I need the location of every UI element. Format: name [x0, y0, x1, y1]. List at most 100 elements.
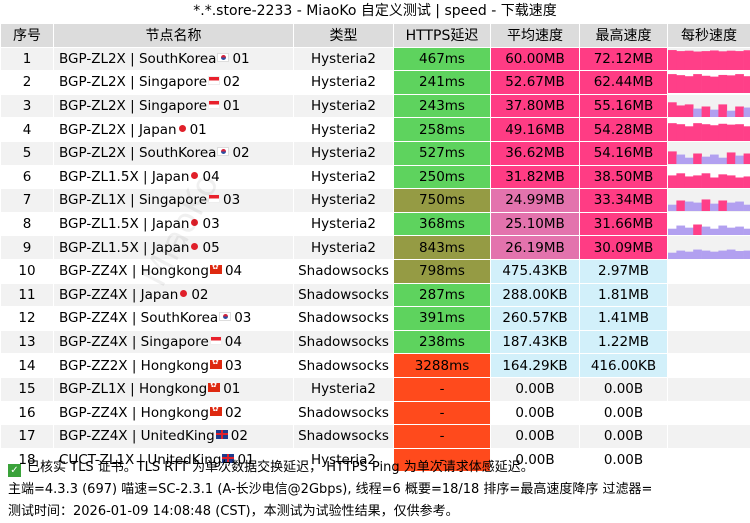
node-name: BGP-ZZ4X | UnitedKing 02	[53, 424, 294, 449]
node-name-text: BGP-ZZ2X | Hongkong	[59, 357, 209, 374]
node-name: BGP-ZL2X | SouthKorea 02	[53, 140, 294, 166]
sparkline-bar	[668, 228, 677, 235]
table-row: 12 BGP-ZZ4X | SouthKorea 03 Shadowsocks 391m…	[0, 306, 750, 331]
row-index: 16	[0, 400, 54, 426]
footer-line-1: 已核实 TLS 证书。TLS RTT 为单次数据交换延迟， HTTPS Ping…	[27, 460, 534, 475]
per-second-speed	[667, 258, 750, 284]
table-body: 1 BGP-ZL2X | SouthKorea 01 Hysteria2 467ms 60…	[0, 46, 750, 473]
flag-sg-icon	[208, 194, 221, 204]
https-latency: 798ms	[393, 258, 491, 284]
sparkline-bar	[735, 177, 744, 188]
per-second-speed	[667, 93, 750, 119]
https-latency: 391ms	[393, 306, 491, 331]
flag-hk-icon	[209, 262, 222, 275]
node-type: Hysteria2	[293, 70, 394, 95]
table-row: 7 BGP-ZL1X | Singapore 03 Hysteria2 750ms 24.…	[0, 188, 750, 213]
node-name: BGP-ZL2X | Japan 01	[53, 117, 294, 142]
sparkline-bar	[735, 202, 744, 212]
sparkline-bar	[743, 153, 750, 165]
node-type: Hysteria2	[293, 188, 394, 213]
node-type: Hysteria2	[293, 117, 394, 142]
row-index: 12	[0, 306, 54, 331]
row-index: 9	[0, 235, 54, 260]
sparkline-bar	[668, 175, 677, 188]
sparkline-bar	[676, 105, 686, 117]
table-row: 11 BGP-ZZ4X | Japan 02 Shadowsocks 287ms 288.…	[0, 282, 750, 308]
sparkline-bar	[710, 50, 719, 70]
sparkline-bar	[684, 227, 694, 235]
node-name: BGP-ZZ4X | SouthKorea 03	[53, 306, 294, 331]
avg-speed: 52.67MB	[490, 70, 580, 95]
sparkline-bar	[718, 174, 728, 188]
sparkline-bar	[710, 177, 719, 188]
sparkline-bar	[710, 124, 719, 141]
node-type: Shadowsocks	[293, 353, 394, 378]
flag-jp-icon	[190, 242, 199, 251]
https-latency: 527ms	[393, 140, 491, 166]
node-type: Hysteria2	[293, 93, 394, 119]
speed-sparkline	[668, 122, 750, 141]
node-type: Shadowsocks	[293, 282, 394, 308]
max-speed: 62.44MB	[579, 70, 668, 95]
sparkline-bar	[693, 74, 702, 94]
flag-kr-icon	[217, 147, 230, 157]
max-speed: 1.22MB	[579, 329, 668, 355]
sparkline-bar	[735, 226, 744, 235]
max-speed: 38.50MB	[579, 164, 668, 190]
max-speed: 1.81MB	[579, 282, 668, 308]
sparkline-bar	[726, 203, 736, 212]
sparkline-bar	[701, 76, 711, 94]
sparkline-bar	[684, 176, 694, 188]
sparkline-bar	[693, 108, 702, 117]
max-speed: 72.12MB	[579, 46, 668, 72]
sparkline-bar	[710, 109, 719, 117]
node-name: BGP-ZZ4X | Japan 02	[53, 282, 294, 308]
sparkline-bar	[726, 175, 736, 188]
node-type: Shadowsocks	[293, 306, 394, 331]
sparkline-bar	[676, 50, 686, 70]
table-row: 18 CUCT-ZL1X | UnitedKing 01 Hysteria2-0.00…	[0, 447, 750, 473]
footer-line-3: 测试时间：2026-01-09 14:08:48 (CST)，本测试为试验性结果…	[8, 504, 459, 519]
sparkline-bar	[668, 122, 677, 141]
sparkline-bar	[718, 104, 728, 117]
node-name-text: BGP-ZL1.5X | Japan	[59, 168, 190, 185]
avg-speed: 0.00B	[490, 424, 580, 449]
sparkline-bar	[726, 124, 736, 141]
per-second-speed	[667, 117, 750, 142]
max-speed: 0.00B	[579, 447, 668, 473]
sparkline-bar	[743, 176, 750, 188]
row-index: 4	[0, 117, 54, 142]
node-number: 04	[202, 168, 220, 185]
row-index: 3	[0, 93, 54, 119]
row-index: 8	[0, 211, 54, 237]
node-name-text: BGP-ZL2X | Singapore	[59, 74, 208, 91]
avg-speed: 260.57KB	[490, 306, 580, 331]
avg-speed: 37.80MB	[490, 93, 580, 119]
avg-speed: 475.43KB	[490, 258, 580, 284]
sparkline-bar	[668, 49, 677, 70]
node-number: 02	[224, 404, 243, 421]
sparkline-bar	[693, 249, 702, 259]
node-type: Shadowsocks	[293, 400, 394, 426]
col-header-index: 序号	[0, 23, 54, 48]
speed-sparkline	[668, 74, 750, 94]
sparkline-bar	[684, 104, 694, 117]
max-speed: 31.66MB	[579, 211, 668, 237]
per-second-speed	[667, 400, 750, 426]
https-latency: 467ms	[393, 46, 491, 72]
node-name-text: BGP-ZL1.5X | Japan	[59, 216, 190, 233]
node-name: BGP-ZL1X | Singapore 03	[53, 188, 294, 213]
avg-speed: 36.62MB	[490, 140, 580, 166]
sparkline-bar	[668, 102, 677, 117]
speed-sparkline	[668, 102, 750, 117]
node-number: 02	[191, 286, 209, 303]
sparkline-bar	[676, 75, 686, 94]
node-number: 04	[224, 263, 243, 280]
col-header-max-speed: 最高速度	[579, 23, 668, 48]
node-name-text: CUCT-ZL1X | UnitedKing	[59, 451, 222, 468]
sparkline-bar	[718, 250, 728, 259]
sparkline-bar	[718, 123, 728, 141]
max-speed: 54.16MB	[579, 140, 668, 166]
node-name-text: BGP-ZZ4X | UnitedKing	[59, 428, 215, 445]
